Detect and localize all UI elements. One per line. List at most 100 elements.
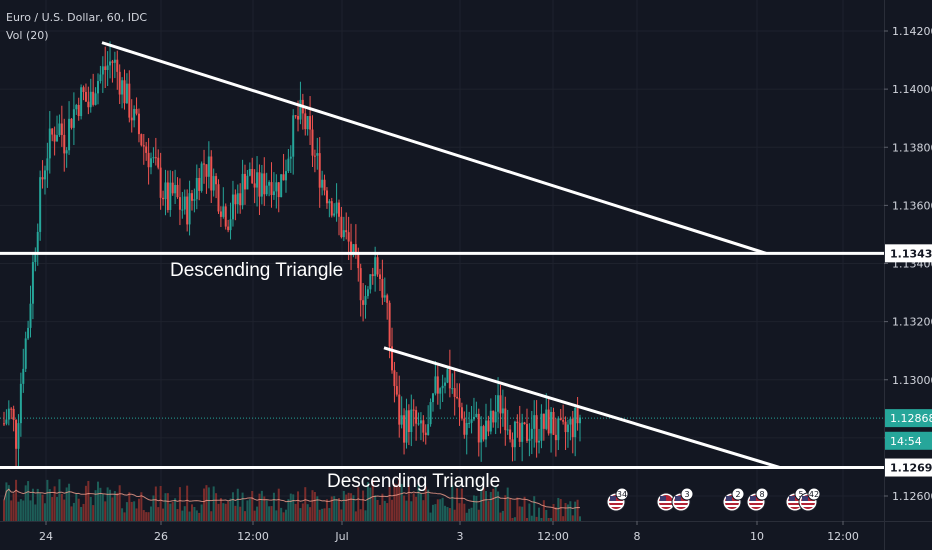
- volume-bar: [31, 488, 34, 521]
- volume-bar: [506, 487, 509, 521]
- candle-body: [439, 388, 442, 394]
- volume-bar: [292, 494, 295, 521]
- symbol-title[interactable]: Euro / U.S. Dollar, 60, IDC: [6, 11, 148, 24]
- volume-bar: [36, 488, 39, 521]
- candle-body: [205, 164, 208, 177]
- candle-body: [248, 168, 251, 176]
- candle-body: [494, 411, 497, 423]
- candle-body: [46, 158, 49, 171]
- volume-bar: [229, 498, 232, 521]
- time-tick-label: Jul: [334, 530, 348, 543]
- volume-bar: [265, 500, 268, 521]
- candle-body: [31, 262, 34, 304]
- candle-body: [113, 59, 116, 63]
- candle-body: [448, 369, 451, 389]
- candle-body: [511, 439, 514, 448]
- volume-bar: [65, 487, 68, 521]
- candle-body: [528, 438, 531, 441]
- candle-body: [362, 300, 365, 305]
- volume-bar: [345, 494, 348, 521]
- event-badges[interactable]: 34 3 2 8 5 42: [606, 487, 821, 512]
- volume-bar: [68, 483, 71, 521]
- event-flag-icon[interactable]: [656, 492, 676, 512]
- candle-body: [340, 216, 343, 238]
- candle-body: [297, 116, 300, 120]
- volume-bar: [444, 505, 447, 521]
- volume-bar: [475, 495, 478, 521]
- volume-bar: [251, 490, 254, 521]
- volume-bar: [415, 496, 418, 521]
- volume-bar: [456, 488, 459, 521]
- volume-bar: [236, 488, 239, 521]
- candle-body: [412, 409, 415, 411]
- volume-bar: [403, 495, 406, 521]
- flag-stripe: [801, 501, 815, 503]
- volume-bar: [280, 507, 283, 521]
- candle-body: [128, 83, 131, 118]
- time-tick-label: 12:00: [237, 530, 269, 543]
- volume-bar: [313, 491, 316, 521]
- volume-bar: [576, 499, 579, 521]
- price-axis[interactable]: 1.142001.140001.138001.136001.134001.132…: [884, 0, 932, 550]
- volume-bar: [547, 518, 550, 521]
- volume-bar: [145, 512, 148, 521]
- volume-indicator-label[interactable]: Vol (20): [6, 29, 49, 42]
- candle-body: [289, 156, 292, 159]
- volume-bar: [574, 501, 577, 521]
- volume-bar: [43, 503, 46, 521]
- candle-body: [125, 83, 128, 104]
- volume-bar: [559, 499, 562, 521]
- volume-bar: [176, 509, 179, 521]
- candle-body: [174, 184, 177, 194]
- volume-bar: [439, 499, 442, 521]
- volume-bar: [579, 516, 581, 521]
- volume-bar: [41, 494, 44, 521]
- candle-body: [294, 115, 297, 117]
- volume-bar: [287, 499, 290, 521]
- time-tick-label: 12:00: [827, 530, 859, 543]
- volume-bar: [453, 509, 456, 521]
- event-count-label: 34: [617, 490, 627, 499]
- candle-body: [540, 413, 543, 441]
- candle-body: [282, 174, 285, 181]
- volume-bar: [458, 503, 461, 521]
- volume-bar: [27, 481, 30, 521]
- volume-bar: [550, 518, 553, 521]
- volume-bar: [188, 511, 191, 521]
- candle-body: [116, 59, 119, 72]
- volume-bar: [99, 487, 102, 521]
- volume-bar: [154, 486, 157, 521]
- volume-bar: [509, 498, 512, 521]
- time-axis[interactable]: 24 26 12:00 Jul 3 12:00 8 10 12:00: [0, 521, 932, 543]
- candle-body: [499, 395, 502, 414]
- candle-body: [403, 415, 406, 443]
- volume-bar: [205, 485, 208, 521]
- volume-bar: [482, 487, 485, 521]
- candle-body: [164, 182, 167, 200]
- candle-body: [68, 118, 71, 151]
- volume-bar: [352, 495, 355, 521]
- candle-body: [337, 202, 340, 217]
- volume-bar: [94, 490, 97, 521]
- volume-bar: [318, 509, 321, 521]
- volume-bar: [463, 503, 466, 521]
- candle-body: [545, 409, 548, 429]
- candlesticks: [3, 41, 581, 469]
- volume-bar: [70, 506, 73, 521]
- candle-body: [482, 426, 485, 440]
- volume-bar: [405, 500, 408, 521]
- volume-bar: [39, 493, 42, 521]
- candle-body: [552, 411, 555, 435]
- volume-bar: [412, 493, 415, 521]
- candle-body: [34, 251, 37, 263]
- volume-bar: [19, 499, 22, 521]
- candle-body: [525, 424, 528, 441]
- flag-stripe: [725, 505, 739, 507]
- candle-body: [407, 410, 410, 433]
- volume-bar: [419, 493, 422, 521]
- candle-body: [275, 182, 278, 192]
- candle-body: [429, 402, 432, 425]
- flag-stripe: [725, 501, 739, 503]
- volume-bar: [15, 479, 18, 521]
